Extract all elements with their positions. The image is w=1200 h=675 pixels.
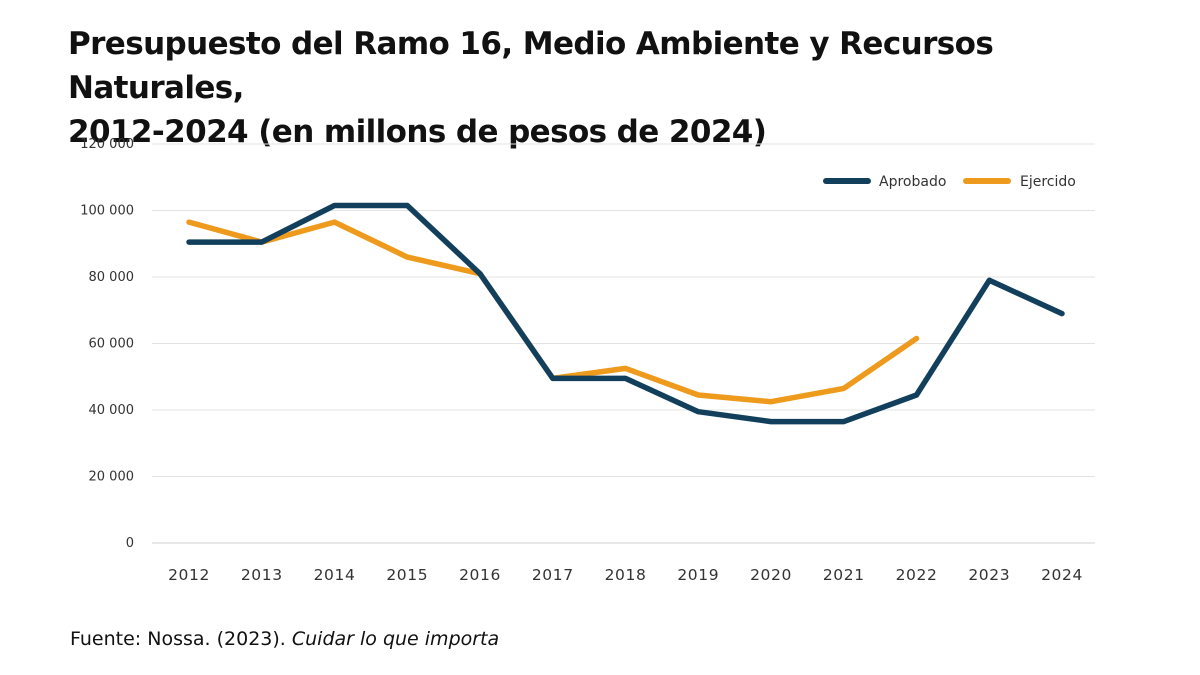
- x-tick-label: 2015: [386, 566, 428, 584]
- x-tick-label: 2017: [532, 566, 574, 584]
- x-tick-label: 2020: [750, 566, 792, 584]
- series-lines: [186, 202, 1065, 425]
- grid-lines: [152, 143, 1095, 544]
- legend-label-aprobado: Aprobado: [879, 174, 946, 190]
- y-tick-label: 60 000: [89, 337, 135, 352]
- y-tick-label: 40 000: [89, 403, 135, 418]
- x-tick-label: 2012: [168, 566, 210, 584]
- source-prefix: Fuente: Nossa. (2023).: [70, 628, 292, 650]
- legend-label-ejercido: Ejercido: [1020, 174, 1076, 190]
- source-work-title: Cuidar lo que importa: [291, 628, 500, 650]
- chart-title-line-1: Presupuesto del Ramo 16, Medio Ambiente …: [68, 26, 994, 106]
- y-tick-label: 120 000: [80, 137, 134, 152]
- x-tick-label: 2021: [823, 566, 865, 584]
- x-tick-label: 2016: [459, 566, 501, 584]
- x-tick-label: 2019: [677, 566, 719, 584]
- y-tick-label: 80 000: [89, 270, 135, 285]
- x-tick-label: 2023: [968, 566, 1010, 584]
- x-tick-label: 2014: [314, 566, 356, 584]
- x-tick-label: 2024: [1041, 566, 1083, 584]
- y-axis: 0 20 000 40 000 60 000 80 000 100 000 120 000: [80, 137, 134, 551]
- source-note: Fuente: Nossa. (2023). Cuidar lo que imp…: [70, 628, 499, 650]
- series-line-aprobado: [186, 202, 1065, 425]
- y-tick-label: 100 000: [80, 204, 134, 219]
- legend: Aprobado Ejercido: [823, 174, 1076, 190]
- y-tick-label: 20 000: [89, 470, 135, 485]
- x-tick-label: 2018: [605, 566, 647, 584]
- x-tick-label: 2013: [241, 566, 283, 584]
- x-tick-label: 2022: [896, 566, 938, 584]
- x-axis: 2012 2013 2014 2015 2016 2017 2018 2019 2020 2021…: [168, 566, 1083, 584]
- y-tick-label: 0: [126, 536, 134, 551]
